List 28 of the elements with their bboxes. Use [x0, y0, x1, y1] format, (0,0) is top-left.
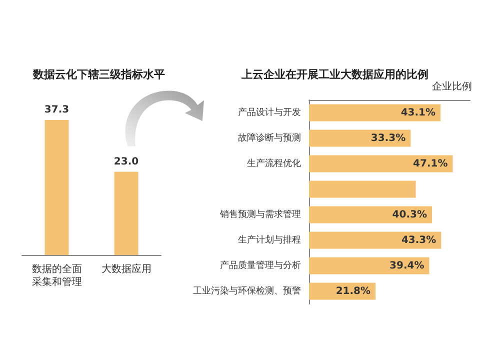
data-label: 33.3% [370, 132, 406, 144]
bar [309, 257, 430, 274]
y-tick-label: 生产计划与排程 [238, 234, 301, 246]
bar [309, 232, 442, 249]
data-label: 47.1% [413, 158, 448, 170]
y-tick-label: 工业污染与环保检测、预警 [193, 285, 301, 296]
data-label: 39.4% [390, 260, 424, 272]
y-tick-label: 产品质量管理与分析 [220, 260, 301, 271]
y-tick-label: 产品设计与开发 [238, 106, 301, 118]
bar [309, 104, 441, 122]
chart-title: 上云企业在开展工业大数据应用的比例 [240, 68, 428, 81]
bar [309, 206, 432, 224]
bar [309, 130, 411, 147]
x-axis-title: 企业比例 [432, 80, 472, 92]
data-label: 21.8% [336, 286, 371, 297]
bar [309, 180, 416, 198]
data-label: 43.1% [400, 107, 436, 118]
y-tick-label: 销售预测与需求管理 [219, 208, 301, 220]
data-label: 40.3% [392, 209, 427, 220]
data-label: 43.3% [401, 234, 436, 246]
x-tick-label: 大数据应用 [101, 263, 152, 275]
x-tick-label: 数据的全面采集和管理 [32, 263, 82, 288]
chart-title: 数据云化下辖三级指标水平 [32, 68, 165, 81]
y-tick-label: 生产流程优化 [247, 158, 301, 169]
bar [309, 155, 453, 172]
y-tick-label: 故障诊断与预测 [238, 132, 301, 144]
data-label: 23.0 [114, 156, 139, 168]
data-label: 37.3 [44, 104, 70, 116]
